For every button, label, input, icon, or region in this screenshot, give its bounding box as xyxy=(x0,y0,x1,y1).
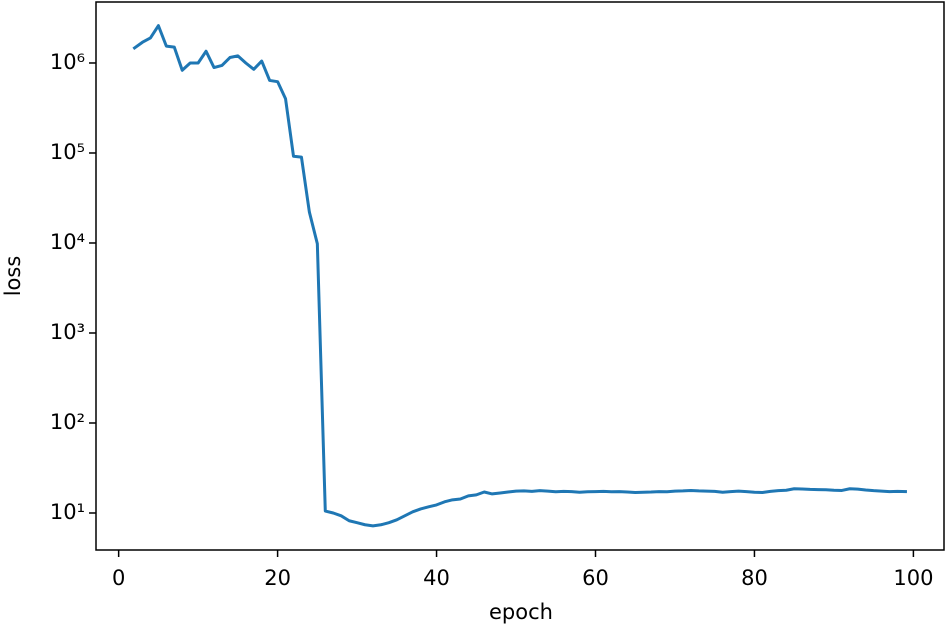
y-axis-label: loss xyxy=(1,256,25,297)
x-tick-label: 80 xyxy=(741,566,768,590)
y-tick-label: 10³ xyxy=(50,320,85,344)
x-tick-label: 100 xyxy=(893,566,933,590)
loss-line xyxy=(132,24,907,528)
y-tick-label: 10⁶ xyxy=(50,50,85,74)
x-tick-label: 60 xyxy=(582,566,609,590)
x-tick-label: 20 xyxy=(264,566,291,590)
y-tick-label: 10⁴ xyxy=(50,230,85,254)
x-tick-label: 0 xyxy=(112,566,125,590)
x-axis-label: epoch xyxy=(489,600,553,624)
y-tick-label: 10⁵ xyxy=(50,140,85,164)
x-tick-label: 40 xyxy=(423,566,450,590)
y-tick-label: 10² xyxy=(50,410,85,434)
y-tick-label: 10¹ xyxy=(50,500,85,524)
axes-frame xyxy=(95,1,945,551)
